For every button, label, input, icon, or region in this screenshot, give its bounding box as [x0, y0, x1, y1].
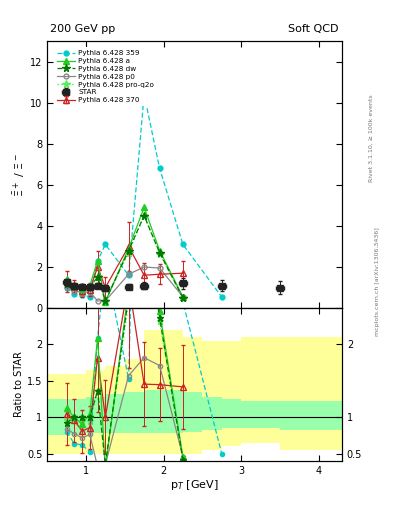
Pythia 6.428 pro-q2o [95, 274, 100, 281]
Pythia 6.428 359 [219, 294, 224, 300]
Pythia 6.428 p0 [103, 298, 108, 304]
Pythia 6.428 a [180, 294, 185, 300]
Line: Pythia 6.428 p0: Pythia 6.428 p0 [64, 265, 185, 304]
Pythia 6.428 pro-q2o [88, 285, 92, 291]
Line: Pythia 6.428 a: Pythia 6.428 a [63, 204, 186, 305]
Pythia 6.428 dw [72, 283, 77, 289]
Line: Pythia 6.428 dw: Pythia 6.428 dw [63, 212, 187, 305]
X-axis label: p$_{T}$ [GeV]: p$_{T}$ [GeV] [170, 478, 219, 493]
Pythia 6.428 dw [103, 298, 108, 304]
Pythia 6.428 a [103, 299, 108, 305]
Pythia 6.428 dw [64, 282, 69, 288]
Text: 200 GeV pp: 200 GeV pp [50, 24, 116, 34]
Legend: Pythia 6.428 359, Pythia 6.428 a, Pythia 6.428 dw, Pythia 6.428 p0, Pythia 6.428: Pythia 6.428 359, Pythia 6.428 a, Pythia… [54, 47, 157, 106]
Pythia 6.428 dw [88, 284, 92, 290]
Pythia 6.428 dw [180, 295, 185, 301]
Line: Pythia 6.428 359: Pythia 6.428 359 [64, 92, 224, 299]
Pythia 6.428 359 [80, 292, 84, 298]
Pythia 6.428 dw [80, 284, 84, 290]
Pythia 6.428 359 [142, 91, 147, 97]
Pythia 6.428 p0 [88, 289, 92, 295]
Pythia 6.428 a [88, 283, 92, 289]
Pythia 6.428 pro-q2o [142, 212, 147, 219]
Text: Soft QCD: Soft QCD [288, 24, 339, 34]
Pythia 6.428 a [157, 247, 162, 253]
Pythia 6.428 a [126, 245, 131, 251]
Pythia 6.428 359 [180, 241, 185, 247]
Pythia 6.428 pro-q2o [157, 250, 162, 257]
Pythia 6.428 a [142, 204, 147, 210]
Pythia 6.428 p0 [72, 288, 77, 294]
Pythia 6.428 359 [157, 165, 162, 172]
Line: Pythia 6.428 pro-q2o: Pythia 6.428 pro-q2o [63, 212, 187, 305]
Text: Rivet 3.1.10, ≥ 100k events: Rivet 3.1.10, ≥ 100k events [369, 94, 374, 182]
Pythia 6.428 a [64, 276, 69, 283]
Pythia 6.428 pro-q2o [72, 283, 77, 289]
Pythia 6.428 359 [103, 241, 108, 247]
Pythia 6.428 p0 [157, 265, 162, 271]
Pythia 6.428 p0 [142, 264, 147, 270]
Y-axis label: $\bar{\Xi}^+$ / $\Xi^-$: $\bar{\Xi}^+$ / $\Xi^-$ [12, 153, 27, 197]
Pythia 6.428 359 [88, 294, 92, 300]
Pythia 6.428 pro-q2o [80, 285, 84, 291]
Pythia 6.428 pro-q2o [64, 281, 69, 287]
Pythia 6.428 dw [126, 247, 131, 253]
Y-axis label: Ratio to STAR: Ratio to STAR [14, 352, 24, 417]
Pythia 6.428 a [72, 283, 77, 289]
Pythia 6.428 dw [157, 249, 162, 255]
Pythia 6.428 359 [126, 272, 131, 279]
Pythia 6.428 dw [142, 212, 147, 219]
Pythia 6.428 359 [72, 291, 77, 297]
Pythia 6.428 a [80, 286, 84, 292]
Pythia 6.428 p0 [95, 298, 100, 304]
Pythia 6.428 359 [95, 258, 100, 264]
Pythia 6.428 p0 [180, 294, 185, 300]
Pythia 6.428 pro-q2o [103, 298, 108, 304]
Pythia 6.428 a [95, 258, 100, 264]
Pythia 6.428 359 [64, 285, 69, 291]
Text: mcplots.cern.ch [arXiv:1306.3436]: mcplots.cern.ch [arXiv:1306.3436] [375, 227, 380, 336]
Pythia 6.428 p0 [126, 271, 131, 278]
Pythia 6.428 p0 [80, 290, 84, 296]
Pythia 6.428 p0 [64, 284, 69, 290]
Pythia 6.428 pro-q2o [180, 295, 185, 301]
Pythia 6.428 pro-q2o [126, 249, 131, 255]
Pythia 6.428 dw [95, 274, 100, 281]
